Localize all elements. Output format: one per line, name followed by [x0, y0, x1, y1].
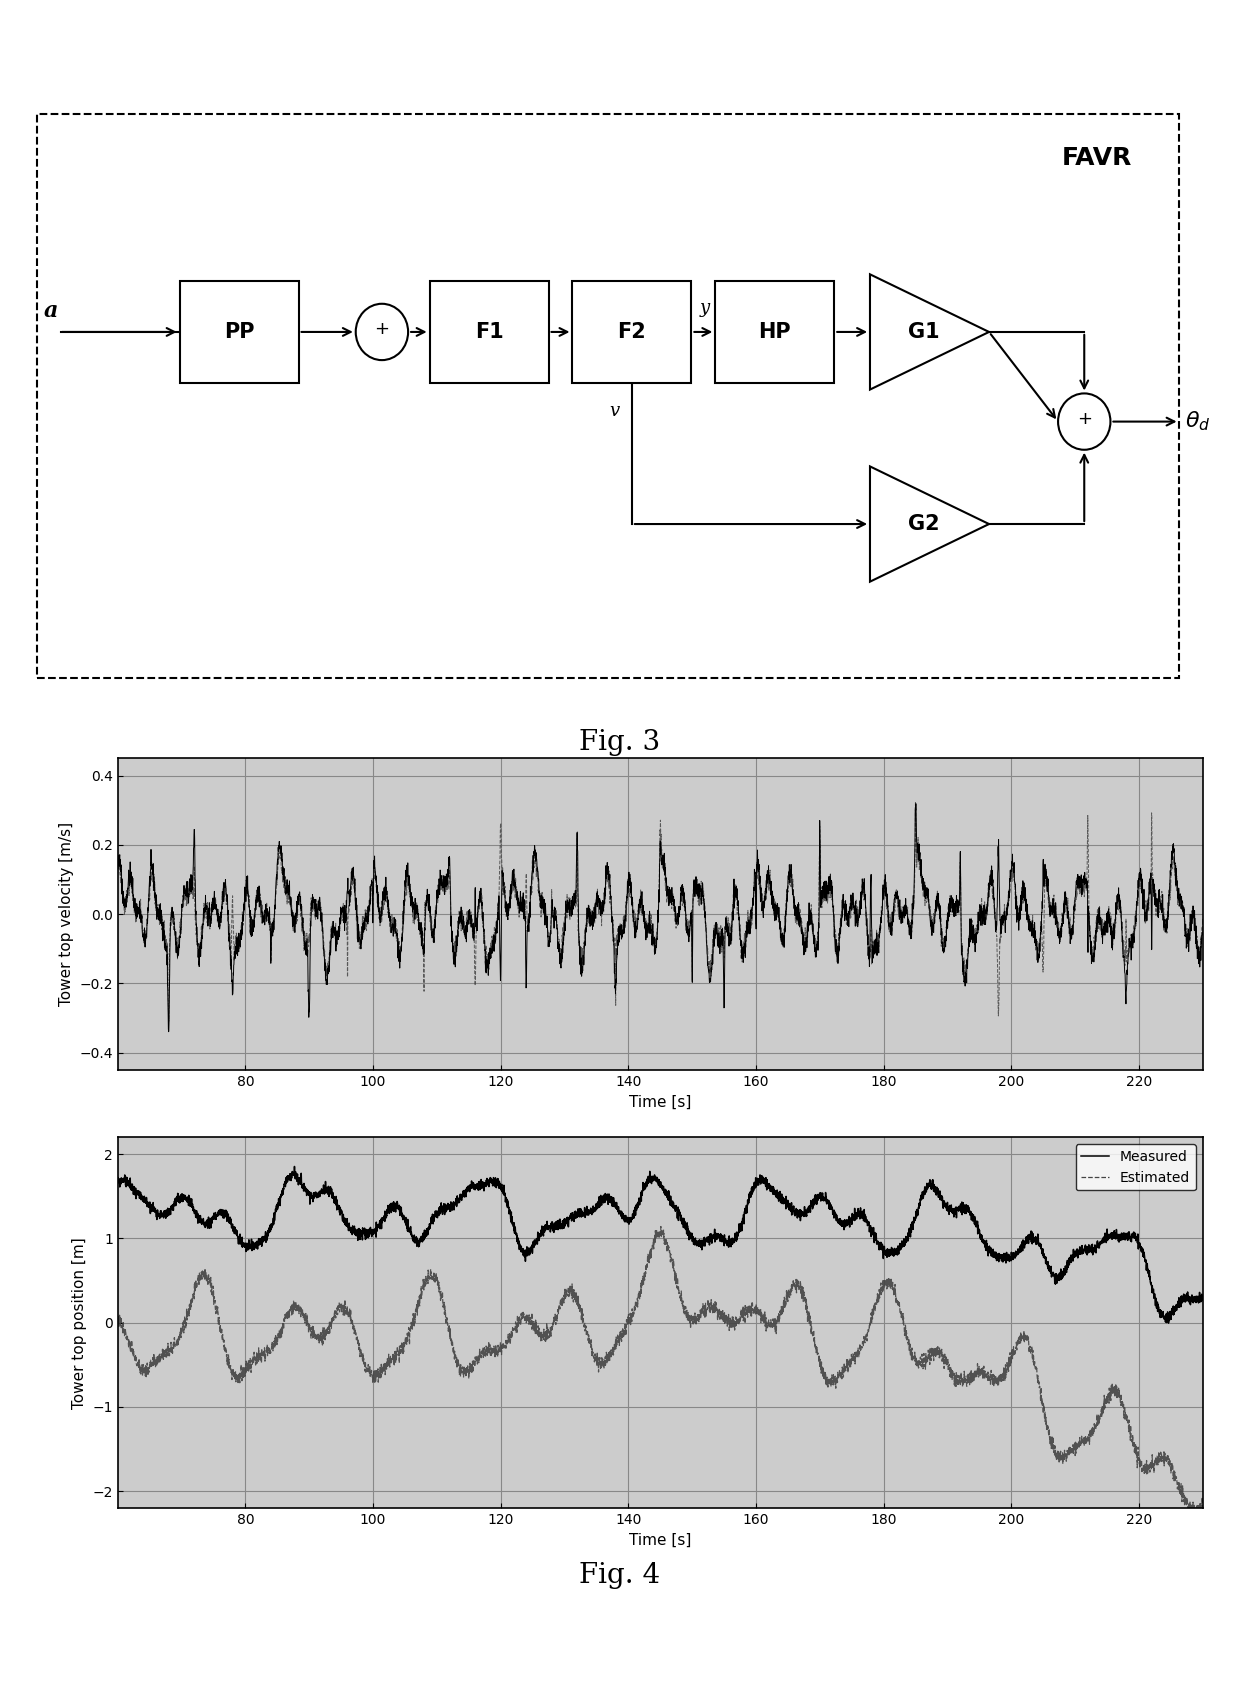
Estimated	[920, 1351, 935, 1372]
Estimated	[308, 1326, 322, 1346]
Text: +: +	[1076, 409, 1091, 428]
Text: Fig. 4: Fig. 4	[579, 1562, 661, 1589]
Legend: Measured, Estimated: Measured, Estimated	[1075, 1144, 1195, 1190]
X-axis label: Time [s]: Time [s]	[629, 1094, 692, 1109]
Text: $\theta_d$: $\theta_d$	[1185, 409, 1211, 433]
Y-axis label: Tower top velocity [m/s]: Tower top velocity [m/s]	[58, 822, 74, 1006]
Measured	[1195, 1289, 1210, 1309]
Estimated	[816, 1361, 831, 1382]
Text: G1: G1	[908, 322, 940, 342]
Bar	[715, 281, 835, 382]
Text: v: v	[609, 403, 619, 420]
Estimated	[1195, 1495, 1210, 1515]
Measured	[1161, 1313, 1176, 1333]
Text: +: +	[374, 320, 389, 339]
Estimated	[525, 1313, 539, 1333]
Measured	[110, 1173, 125, 1193]
Circle shape	[1058, 393, 1111, 450]
Bar	[429, 281, 548, 382]
Text: FAVR: FAVR	[1061, 147, 1132, 170]
Measured	[1003, 1250, 1018, 1270]
X-axis label: Time [s]: Time [s]	[629, 1532, 692, 1547]
Text: a: a	[43, 300, 58, 322]
Measured	[286, 1156, 301, 1176]
Measured	[308, 1185, 322, 1205]
Estimated	[653, 1217, 668, 1237]
Line: Estimated: Estimated	[118, 1227, 1203, 1515]
Estimated	[1190, 1505, 1205, 1525]
Text: HP: HP	[759, 322, 791, 342]
Y-axis label: Tower top position [m]: Tower top position [m]	[72, 1237, 87, 1409]
Measured	[816, 1186, 831, 1206]
Text: y: y	[699, 298, 709, 317]
Text: F1: F1	[475, 322, 503, 342]
Text: PP: PP	[224, 322, 254, 342]
Circle shape	[356, 303, 408, 361]
Estimated	[1003, 1343, 1018, 1363]
Polygon shape	[870, 275, 990, 389]
Measured	[761, 1178, 776, 1198]
Text: Fig. 3: Fig. 3	[579, 730, 661, 757]
Bar	[180, 281, 299, 382]
Measured	[525, 1242, 539, 1262]
Bar	[37, 115, 1179, 677]
Measured	[920, 1176, 935, 1196]
Polygon shape	[870, 467, 990, 581]
Bar	[573, 281, 692, 382]
Text: F2: F2	[618, 322, 646, 342]
Line: Measured: Measured	[118, 1166, 1203, 1323]
Estimated	[761, 1309, 776, 1329]
Estimated	[110, 1308, 125, 1328]
Text: G2: G2	[908, 514, 940, 534]
